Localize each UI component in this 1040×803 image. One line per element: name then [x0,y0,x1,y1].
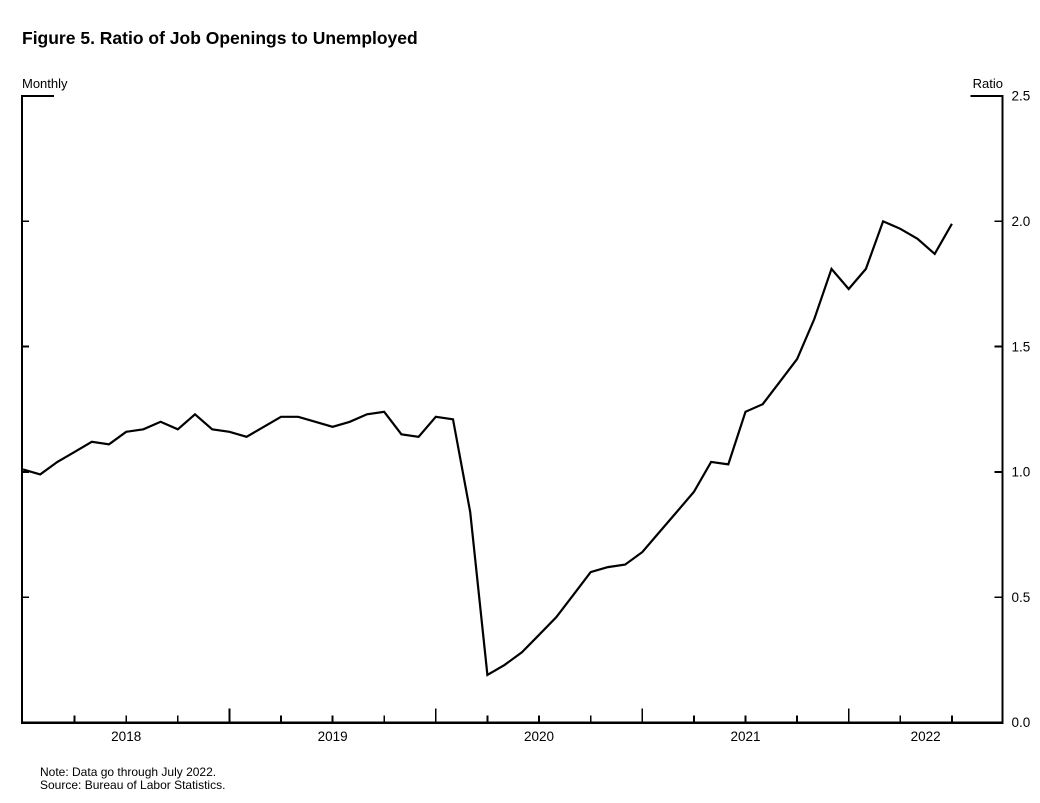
x-tick-label: 2018 [111,729,141,744]
right-axis-unit-label: Ratio [972,76,1003,91]
data-line [22,219,953,677]
source-line: Source: Bureau of Labor Statistics. [40,777,226,792]
x-tick-label: 2019 [318,729,348,744]
y-tick-label: 0.0 [1012,715,1031,730]
x-tick-label: 2020 [524,729,554,744]
y-tick-label: 2.5 [1012,89,1031,104]
y-tick-label: 1.0 [1012,465,1031,480]
figure-title: Figure 5. Ratio of Job Openings to Unemp… [22,28,418,48]
y-tick-label: 0.5 [1012,590,1031,605]
y-tick-label: 2.0 [1012,214,1031,229]
frequency-label: Monthly [22,76,68,91]
note-line: Note: Data go through July 2022. [40,765,217,779]
x-tick-label: 2022 [911,729,941,744]
y-tick-label: 1.5 [1012,339,1031,354]
x-tick-label: 2021 [730,729,760,744]
chart-notes: Note: Data go through July 2022. Source:… [40,766,225,791]
